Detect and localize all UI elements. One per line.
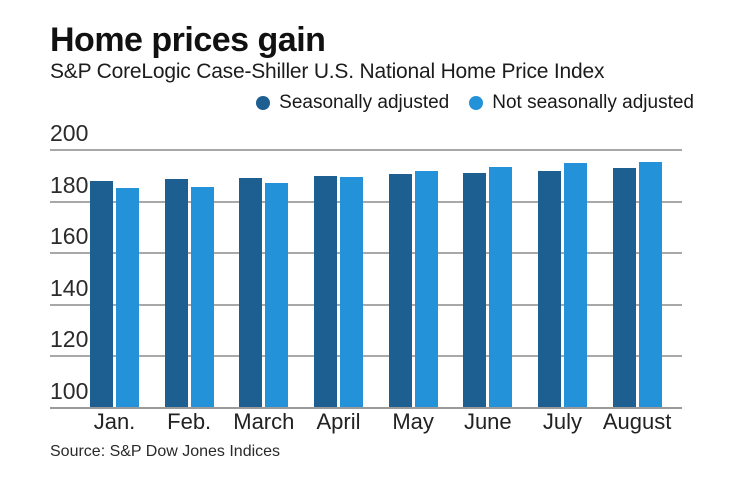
y-tick-label-160: 160 [50,223,89,250]
x-tick-label-may: May [392,409,434,434]
bar-sa-august [612,167,636,407]
gridline-100 [50,407,682,409]
bar-sa-june [463,172,487,407]
plot-area: 100 120 140 160 180 200 [50,122,682,409]
y-tick-label-120: 120 [50,326,89,353]
bar-sa-jan [90,181,113,407]
bar-nsa-august [638,161,662,407]
x-tick-label-july: July [542,409,583,434]
gridline-120 [50,355,682,358]
x-tick-label-august: August [602,409,672,434]
bar-sa-may [388,174,412,407]
bar-nsa-april [339,176,363,407]
bar-sa-april [313,175,337,407]
legend-label-not-seasonally-adjusted: Not seasonally adjusted [492,92,694,113]
source-note: Source: S&P Dow Jones Indices [50,443,281,460]
x-tick-label-feb: Feb. [167,409,212,434]
bar-nsa-jan [116,187,139,407]
legend-item-not-seasonally-adjusted: Not seasonally adjusted [469,92,694,114]
legend-item-seasonally-adjusted: Seasonally adjusted [256,92,449,114]
y-tick-label-200: 200 [50,120,89,146]
chart-title: Home prices gain [50,21,326,59]
gridline-180 [50,200,682,203]
bar-sa-july [537,170,561,407]
gridline-140 [50,303,682,306]
x-tick-label-june: June [463,409,512,434]
y-tick-label-100: 100 [50,378,89,404]
bar-nsa-march [265,182,289,407]
legend: Seasonally adjusted Not seasonally adjus… [256,92,694,114]
bar-nsa-july [563,163,587,407]
legend-label-seasonally-adjusted: Seasonally adjusted [279,92,450,113]
y-tick-label-140: 140 [50,274,89,301]
y-tick-label-180: 180 [50,171,89,198]
bar-nsa-feb [190,186,214,407]
bar-nsa-may [414,170,438,407]
x-tick-label-march: March [233,409,295,434]
x-tick-label-april: April [316,409,361,434]
gridline-160 [50,252,682,255]
bar-sa-march [239,177,263,407]
bar-nsa-june [489,166,513,407]
chart-subtitle: S&P CoreLogic Case-Shiller U.S. National… [50,60,605,83]
bar-sa-feb [164,179,188,407]
gridline-200 [50,149,682,151]
seasonally-adjusted-dot-icon [256,96,271,110]
not-seasonally-adjusted-dot-icon [469,96,484,110]
x-tick-label-jan: Jan. [93,409,136,434]
